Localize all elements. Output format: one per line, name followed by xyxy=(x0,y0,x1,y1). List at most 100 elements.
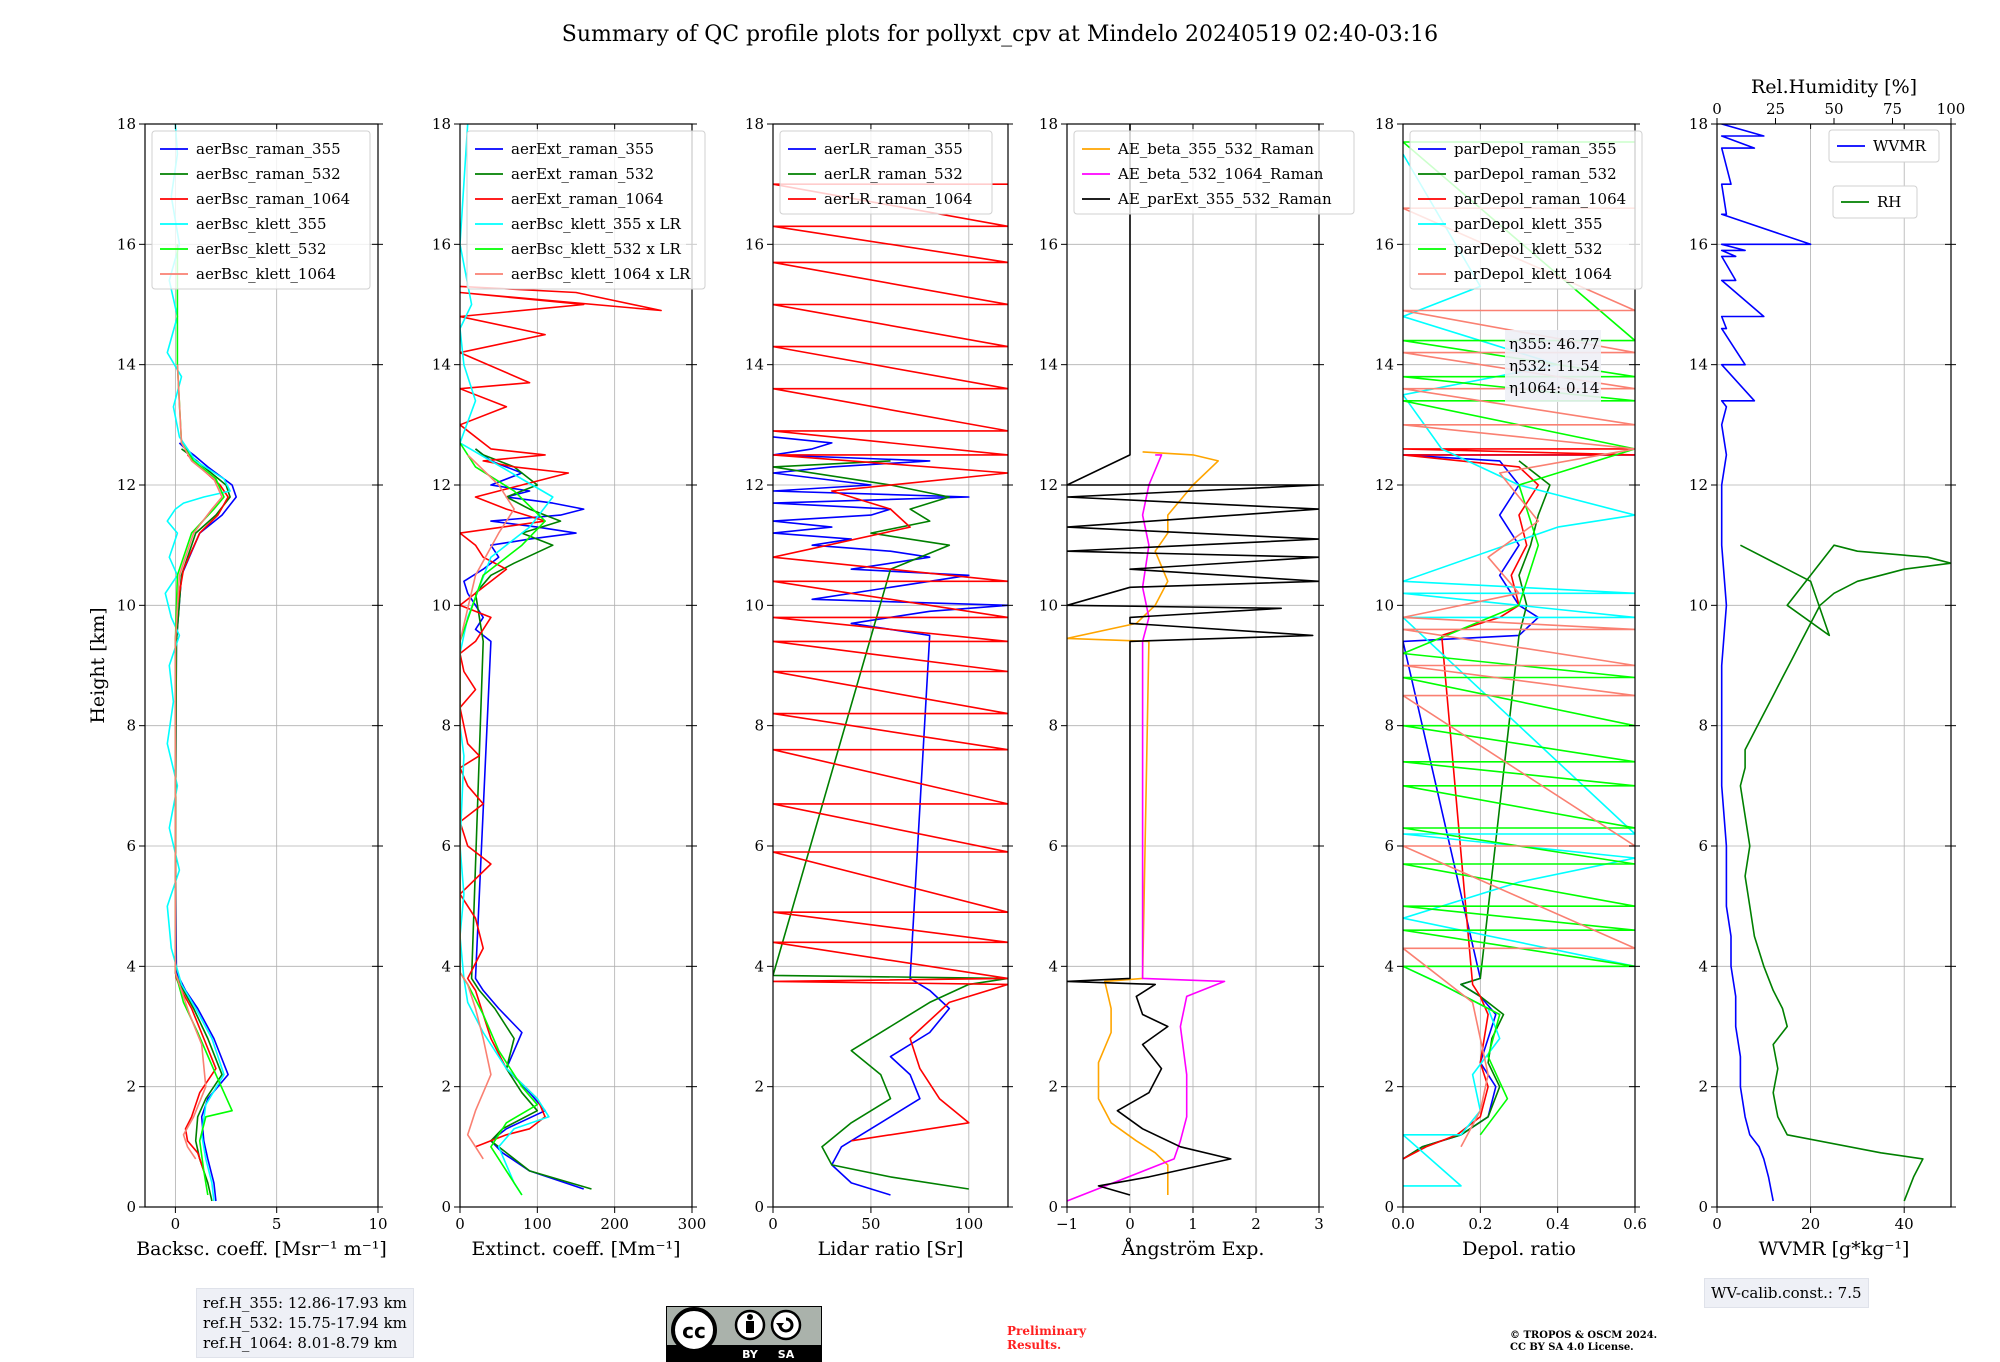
x-axis-label: WVMR [g*kg⁻¹] xyxy=(1759,1238,1910,1260)
x-tick-label: 10 xyxy=(368,1215,387,1233)
legend-entry: parDepol_klett_532 xyxy=(1454,240,1603,258)
y-tick-label: 14 xyxy=(745,356,764,374)
legend-entry: aerLR_raman_355 xyxy=(824,140,963,158)
series-aerLR_raman_532 xyxy=(773,460,1008,1190)
y-tick-label: 2 xyxy=(126,1078,136,1096)
x-tick-label: 0 xyxy=(1712,1215,1722,1233)
top-x-tick-label: 75 xyxy=(1883,100,1902,118)
y-tick-label: 16 xyxy=(1375,235,1394,253)
y-tick-label: 16 xyxy=(117,235,136,253)
eta-label: η355: 46.77 xyxy=(1509,335,1599,353)
legend-entry: aerLR_raman_532 xyxy=(824,165,963,183)
series-aerBsc_klett_532 xyxy=(174,244,233,1196)
legend-entry: aerBsc_raman_1064 xyxy=(196,190,350,208)
x-tick-label: 200 xyxy=(600,1215,629,1233)
wv-calib-box: WV-calib.const.: 7.5 xyxy=(1704,1278,1869,1308)
x-axis-label: Lidar ratio [Sr] xyxy=(818,1238,964,1260)
x-tick-label: 0.0 xyxy=(1391,1215,1415,1233)
y-tick-label: 10 xyxy=(1375,596,1394,614)
y-tick-label: 6 xyxy=(441,837,451,855)
y-tick-label: 8 xyxy=(441,717,451,735)
eta-annotation-box: η355: 46.77 η532: 11.54 η1064: 0.14 xyxy=(1505,330,1601,402)
series-aerLR_raman_1064 xyxy=(773,183,1008,1142)
top-x-tick-label: 25 xyxy=(1766,100,1785,118)
x-tick-label: 0 xyxy=(768,1215,778,1233)
legend-entry: aerExt_raman_1064 xyxy=(511,190,664,208)
sa-icon xyxy=(770,1309,802,1341)
x-tick-label: 20 xyxy=(1801,1215,1820,1233)
y-tick-label: 14 xyxy=(1689,356,1708,374)
y-tick-label: 10 xyxy=(1689,596,1708,614)
series-aerBsc_klett_1064 xyxy=(174,364,223,1160)
x-tick-label: 300 xyxy=(678,1215,707,1233)
legend-entry: aerBsc_klett_1064 xyxy=(196,265,336,283)
x-tick-label: 50 xyxy=(861,1215,880,1233)
y-tick-label: 8 xyxy=(754,717,764,735)
y-tick-label: 6 xyxy=(754,837,764,855)
y-tick-label: 0 xyxy=(754,1198,764,1216)
wv-calib-text: WV-calib.const.: 7.5 xyxy=(1711,1284,1862,1302)
top-x-tick-label: 0 xyxy=(1712,100,1722,118)
x-tick-label: 100 xyxy=(955,1215,984,1233)
legend-entry: aerLR_raman_1064 xyxy=(824,190,972,208)
legend-entry: AE_beta_355_532_Raman xyxy=(1117,140,1314,158)
series-aerExt_raman_1064 xyxy=(460,285,662,1148)
ref-height-1064: ref.H_1064: 8.01-8.79 km xyxy=(203,1334,398,1352)
legend-entry: RH xyxy=(1877,193,1901,211)
y-tick-label: 12 xyxy=(432,476,451,494)
legend-entry: AE_parExt_355_532_Raman xyxy=(1117,190,1332,208)
preliminary-line-1: Preliminary xyxy=(1007,1324,1087,1338)
x-tick-label: 0.2 xyxy=(1468,1215,1492,1233)
legend-rh: RH xyxy=(1832,185,1918,219)
y-tick-label: 2 xyxy=(754,1078,764,1096)
axes-frame xyxy=(459,123,693,1208)
series-parDepol_raman_355 xyxy=(1403,454,1635,1160)
x-tick-label: 0 xyxy=(171,1215,181,1233)
legend-entry: aerBsc_raman_532 xyxy=(196,165,341,183)
legend-entry: parDepol_raman_1064 xyxy=(1454,190,1626,208)
x-axis-label: Backsc. coeff. [Msr⁻¹ m⁻¹] xyxy=(136,1238,387,1260)
x-axis-label: Ångström Exp. xyxy=(1121,1238,1265,1260)
y-tick-label: 4 xyxy=(1698,957,1708,975)
preliminary-note: Preliminary Results. xyxy=(1007,1324,1086,1352)
y-tick-label: 4 xyxy=(754,957,764,975)
cc-license-badge: cc BY SA xyxy=(666,1306,822,1362)
eta-label: η1064: 0.14 xyxy=(1509,379,1599,397)
x-axis-label: Extinct. coeff. [Mm⁻¹] xyxy=(471,1238,680,1260)
legend-entry: WVMR xyxy=(1873,137,1927,155)
y-tick-label: 2 xyxy=(441,1078,451,1096)
cc-text: cc xyxy=(682,1319,706,1343)
y-tick-label: 6 xyxy=(1384,837,1394,855)
y-axis-label: Height [km] xyxy=(87,607,109,723)
legend: aerBsc_raman_355 aerBsc_raman_532 aerBsc_r… xyxy=(151,130,371,290)
by-label: BY xyxy=(742,1348,759,1361)
y-tick-label: 0 xyxy=(1048,1198,1058,1216)
x-tick-label: 5 xyxy=(272,1215,282,1233)
y-tick-label: 0 xyxy=(1698,1198,1708,1216)
axes-frame xyxy=(1716,123,1952,1208)
y-tick-label: 10 xyxy=(1039,596,1058,614)
y-tick-label: 8 xyxy=(1048,717,1058,735)
y-tick-label: 10 xyxy=(432,596,451,614)
x-tick-label: 40 xyxy=(1895,1215,1914,1233)
legend: aerExt_raman_355 aerExt_raman_532 aerExt_r… xyxy=(466,130,706,290)
legend-entry: parDepol_klett_355 xyxy=(1454,215,1603,233)
legend-entry: aerExt_raman_532 xyxy=(511,165,654,183)
y-tick-label: 4 xyxy=(441,957,451,975)
y-tick-label: 12 xyxy=(117,476,136,494)
legend-entry: aerBsc_raman_355 xyxy=(196,140,341,158)
series-AE_parExt_355_532_Raman xyxy=(1067,124,1319,1196)
y-tick-label: 16 xyxy=(1689,235,1708,253)
legend-entry: aerBsc_klett_1064 x LR xyxy=(511,265,691,283)
x-tick-label: 0.6 xyxy=(1623,1215,1647,1233)
series-parDepol_raman_532 xyxy=(1403,460,1551,1160)
preliminary-line-2: Results. xyxy=(1007,1338,1062,1352)
y-tick-label: 18 xyxy=(117,115,136,133)
legend-entry: aerBsc_klett_355 xyxy=(196,215,327,233)
y-tick-label: 10 xyxy=(117,596,136,614)
eta-label: η532: 11.54 xyxy=(1509,357,1599,375)
x-tick-label: 0 xyxy=(455,1215,465,1233)
panel-bsc: 0 5 10 0 2 4 6 8 10 12 14 16 18 Backsc. coeff. [Msr⁻¹… xyxy=(117,115,388,1260)
y-tick-label: 18 xyxy=(432,115,451,133)
legend-entry: aerBsc_klett_532 xyxy=(196,240,327,258)
